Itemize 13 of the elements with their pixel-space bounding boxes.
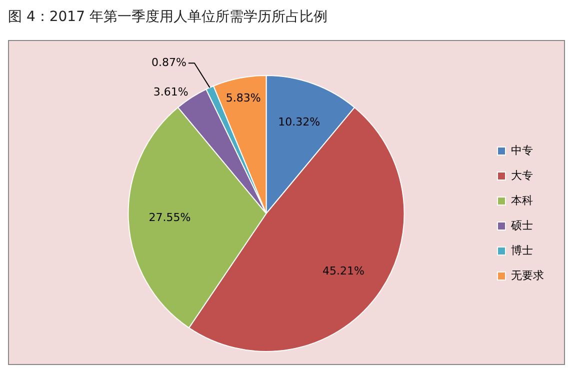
- legend-label: 本科: [511, 194, 533, 207]
- data-label: 0.87%: [151, 56, 186, 70]
- chart-title: 图 4：2017 年第一季度用人单位所需学历所占比例: [8, 8, 328, 26]
- data-label: 45.21%: [322, 264, 364, 278]
- legend-label: 中专: [511, 144, 533, 157]
- legend-label: 硕士: [510, 218, 533, 232]
- legend-label: 无要求: [511, 268, 544, 282]
- data-label: 10.32%: [278, 116, 320, 129]
- legend-label: 博士: [511, 244, 533, 257]
- data-label: 3.61%: [153, 85, 188, 98]
- legend-label: 大专: [511, 168, 533, 182]
- data-label: 27.55%: [148, 211, 191, 224]
- data-label: 5.83%: [226, 91, 261, 104]
